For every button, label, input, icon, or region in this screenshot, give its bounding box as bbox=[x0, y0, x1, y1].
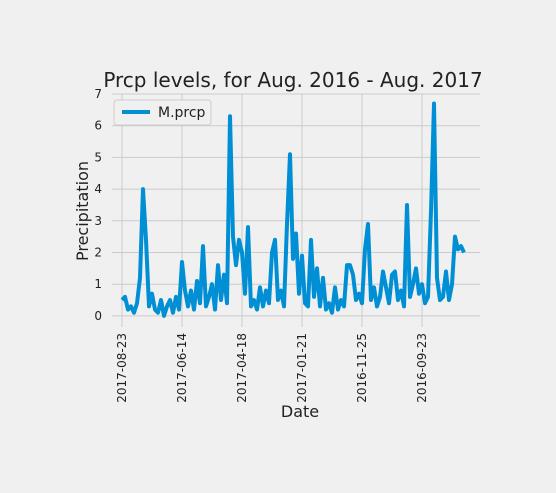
y-tick-label: 0 bbox=[94, 309, 102, 323]
y-tick-label: 4 bbox=[94, 182, 102, 196]
y-tick-label: 7 bbox=[94, 87, 102, 101]
y-tick-label: 1 bbox=[94, 277, 102, 291]
y-tick-label: 6 bbox=[94, 119, 102, 133]
y-tick-label: 2 bbox=[94, 246, 102, 260]
x-tick-label: 2017-01-21 bbox=[295, 333, 309, 403]
legend-box bbox=[113, 99, 212, 126]
x-tick-label: 2017-04-18 bbox=[235, 333, 249, 403]
chart-title: Prcp levels, for Aug. 2016 - Aug. 2017 bbox=[103, 68, 482, 92]
x-axis-label: Date bbox=[281, 402, 319, 421]
x-tick-label: 2017-08-23 bbox=[115, 333, 129, 403]
y-tick-label: 3 bbox=[94, 214, 102, 228]
x-tick-label: 2017-06-14 bbox=[175, 333, 189, 403]
x-tick-label: 2016-11-25 bbox=[355, 333, 369, 403]
x-tick-label: 2016-09-23 bbox=[415, 333, 429, 403]
line bbox=[120, 101, 466, 318]
legend-label: M.prcp bbox=[158, 105, 206, 121]
y-axis-label: Precipitation bbox=[73, 161, 92, 261]
y-tick-label: 5 bbox=[94, 150, 102, 164]
